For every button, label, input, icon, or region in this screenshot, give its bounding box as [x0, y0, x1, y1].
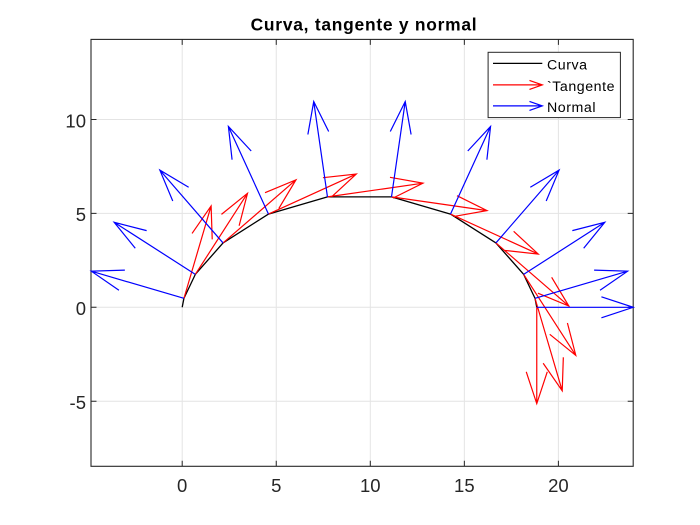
svg-text:Normal: Normal: [547, 100, 596, 116]
svg-text:15: 15: [454, 475, 475, 496]
svg-text:Curva, tangente y normal: Curva, tangente y normal: [251, 14, 478, 34]
svg-text:Curva: Curva: [547, 57, 588, 73]
svg-text:5: 5: [271, 475, 281, 496]
svg-text:10: 10: [360, 475, 381, 496]
svg-text:0: 0: [177, 475, 187, 496]
svg-text:-5: -5: [70, 392, 86, 413]
svg-text:20: 20: [548, 475, 569, 496]
svg-text:10: 10: [65, 110, 86, 131]
svg-text:5: 5: [76, 204, 86, 225]
svg-text:`Tangente: `Tangente: [547, 79, 615, 95]
svg-text:0: 0: [76, 298, 86, 319]
